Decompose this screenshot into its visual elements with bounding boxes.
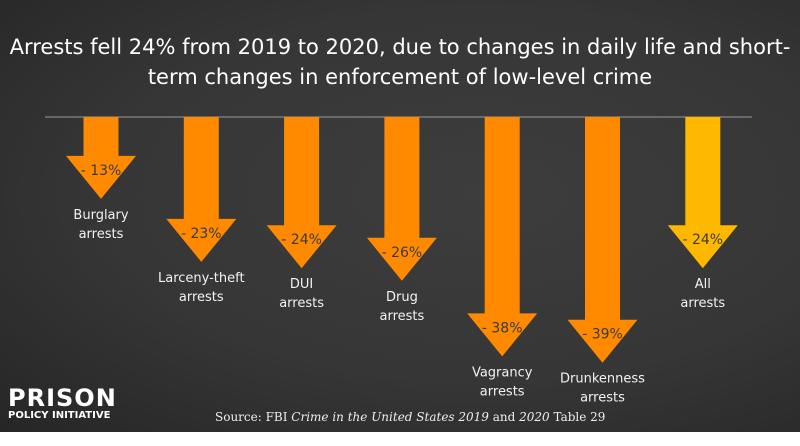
category-label: arrests xyxy=(580,391,625,406)
arrow-bar xyxy=(266,117,337,269)
arrow-bar xyxy=(66,117,136,199)
category-label: DUI xyxy=(290,277,313,292)
category-label: Drug xyxy=(386,290,418,305)
category-label: Larceny-theft xyxy=(158,271,245,286)
value-label: - 38% xyxy=(482,320,523,336)
chart-title: Arrests fell 24% from 2019 to 2020, due … xyxy=(9,35,791,89)
source-mid: and xyxy=(488,410,520,424)
arrow-bar xyxy=(366,117,437,281)
source-prefix: Source: FBI xyxy=(215,410,292,424)
category-label: arrests xyxy=(179,290,224,305)
source-year: 2020 xyxy=(519,410,550,424)
value-label: - 39% xyxy=(582,327,623,343)
logo-line1: PRISON xyxy=(8,384,117,412)
arrow-bar xyxy=(166,117,237,262)
value-label: - 24% xyxy=(281,232,322,248)
value-label: - 26% xyxy=(382,245,423,261)
arrow-bar xyxy=(667,117,738,269)
source-note: Source: FBI Crime in the United States 2… xyxy=(215,410,605,424)
value-label: - 24% xyxy=(682,232,723,248)
category-label: Drunkenness xyxy=(560,372,645,387)
logo-line2: POLICY INITIATIVE xyxy=(8,410,111,421)
arrow-chart: - 13% Burglary arrests - 23% Larceny-theft ar… xyxy=(45,116,752,406)
arrow-bar xyxy=(567,117,638,363)
category-label: Vagrancy xyxy=(472,365,533,380)
category-label: arrests xyxy=(79,227,124,242)
value-label: - 13% xyxy=(81,163,122,179)
category-label: All xyxy=(695,277,711,292)
category-label: arrests xyxy=(279,296,324,311)
category-label: arrests xyxy=(480,384,525,399)
value-label: - 23% xyxy=(181,226,222,242)
chart-canvas: Arrests fell 24% from 2019 to 2020, due … xyxy=(0,0,800,432)
source-suffix: Table 29 xyxy=(549,410,606,424)
arrow-bar xyxy=(467,117,538,357)
source-title: Crime in the United States 2019 xyxy=(291,410,489,424)
category-label: arrests xyxy=(380,309,425,324)
category-label: Burglary xyxy=(73,208,128,223)
category-label: arrests xyxy=(680,296,725,311)
prison-policy-initiative-logo: PRISON POLICY INITIATIVE xyxy=(8,386,117,422)
